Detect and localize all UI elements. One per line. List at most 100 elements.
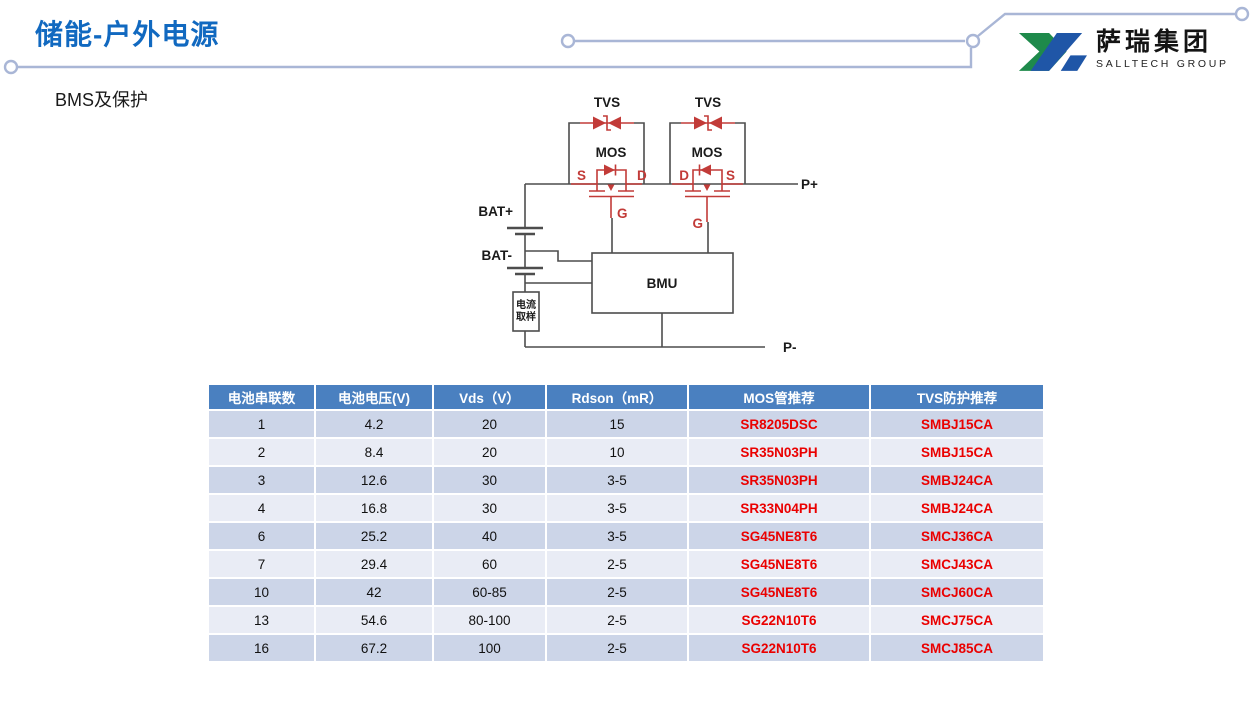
table-cell: SG45NE8T6 [689, 523, 869, 549]
table-cell: 30 [434, 467, 545, 493]
current-sample-label-line2: 取样 [516, 310, 536, 323]
table-row: 6 25.2 40 3-5 SG45NE8T6 SMCJ36CA [209, 523, 1043, 549]
table-row: 1 4.2 20 15 SR8205DSC SMBJ15CA [209, 411, 1043, 437]
table-row: 3 12.6 30 3-5 SR35N03PH SMBJ24CA [209, 467, 1043, 493]
table-body: 1 4.2 20 15 SR8205DSC SMBJ15CA 2 8.4 20 10 SR35N03… [209, 411, 1043, 661]
table-cell: 3-5 [547, 523, 687, 549]
table-cell: 29.4 [316, 551, 432, 577]
table-cell: SR33N04PH [689, 495, 869, 521]
table-cell: SMBJ24CA [871, 495, 1043, 521]
column-header: Rdson（mR） [547, 385, 687, 409]
p-plus-label: P+ [801, 177, 818, 192]
bms-circuit-diagram: TVS TVS MOS MOS S D D S G G BAT+ BAT- BM… [478, 95, 818, 355]
table-cell: 54.6 [316, 607, 432, 633]
table-cell: 60-85 [434, 579, 545, 605]
table-cell: 3-5 [547, 495, 687, 521]
source-label-2: S [726, 168, 735, 183]
table-cell: 2 [209, 439, 314, 465]
recommendation-table: 电池串联数 电池电压(V) Vds（V） Rdson（mR） MOS管推荐 TVS防护推荐… [207, 383, 1045, 663]
table-cell: 20 [434, 411, 545, 437]
table-cell: SMBJ15CA [871, 411, 1043, 437]
tvs-diode-symbol-1 [580, 115, 634, 131]
column-header: TVS防护推荐 [871, 385, 1043, 409]
company-name: 萨瑞集团 SALLTECH GROUP [1096, 29, 1229, 70]
tvs-diode-symbol-2 [681, 115, 735, 131]
section-subtitle: BMS及保护 [55, 90, 149, 110]
table-cell: 67.2 [316, 635, 432, 661]
table-cell: 3 [209, 467, 314, 493]
bmu-box [591, 252, 734, 314]
mosfet-symbol-2 [672, 164, 743, 222]
column-header: Vds（V） [434, 385, 545, 409]
table-cell: 15 [547, 411, 687, 437]
mos-label-1: MOS [596, 145, 627, 160]
table-cell: SG22N10T6 [689, 607, 869, 633]
table-cell: 6 [209, 523, 314, 549]
table-cell: 1 [209, 411, 314, 437]
bat-minus-label: BAT- [482, 248, 513, 263]
salltech-logo-icon [1018, 32, 1087, 71]
company-name-en: SALLTECH GROUP [1096, 57, 1229, 70]
table-row: 2 8.4 20 10 SR35N03PH SMBJ15CA [209, 439, 1043, 465]
table-cell: SMBJ24CA [871, 467, 1043, 493]
table-cell: 80-100 [434, 607, 545, 633]
table-cell: 16 [209, 635, 314, 661]
p-minus-label: P- [783, 340, 797, 355]
table-cell: SMCJ85CA [871, 635, 1043, 661]
column-header: MOS管推荐 [689, 385, 869, 409]
table-cell: 12.6 [316, 467, 432, 493]
table-cell: 8.4 [316, 439, 432, 465]
table-cell: 60 [434, 551, 545, 577]
table-cell: 16.8 [316, 495, 432, 521]
table-cell: 40 [434, 523, 545, 549]
gate-label-1: G [617, 206, 628, 221]
table-cell: SG45NE8T6 [689, 579, 869, 605]
table-cell: 20 [434, 439, 545, 465]
drain-label-1: D [637, 168, 647, 183]
table-cell: SG45NE8T6 [689, 551, 869, 577]
table-cell: 2-5 [547, 635, 687, 661]
table-cell: 7 [209, 551, 314, 577]
table-cell: 4 [209, 495, 314, 521]
mosfet-symbol-1 [571, 164, 642, 218]
gate-label-2: G [692, 216, 703, 231]
table-cell: SMBJ15CA [871, 439, 1043, 465]
drain-label-2: D [679, 168, 689, 183]
current-sample-label-line1: 电流 [516, 298, 536, 311]
tvs-label-1: TVS [594, 95, 620, 110]
table-row: 4 16.8 30 3-5 SR33N04PH SMBJ24CA [209, 495, 1043, 521]
column-header: 电池电压(V) [316, 385, 432, 409]
bmu-label: BMU [647, 276, 678, 291]
source-label-1: S [577, 168, 586, 183]
table-cell: 42 [316, 579, 432, 605]
tvs-label-2: TVS [695, 95, 721, 110]
table-cell: 4.2 [316, 411, 432, 437]
table-row: 13 54.6 80-100 2-5 SG22N10T6 SMCJ75CA [209, 607, 1043, 633]
page-title: 储能-户外电源 [35, 19, 220, 50]
mos-label-2: MOS [692, 145, 723, 160]
table-cell: 10 [209, 579, 314, 605]
table-cell: 30 [434, 495, 545, 521]
table-cell: 2-5 [547, 579, 687, 605]
table-cell: SMCJ75CA [871, 607, 1043, 633]
column-header: 电池串联数 [209, 385, 314, 409]
table-cell: 13 [209, 607, 314, 633]
table-cell: SG22N10T6 [689, 635, 869, 661]
table-row: 16 67.2 100 2-5 SG22N10T6 SMCJ85CA [209, 635, 1043, 661]
table-cell: SR35N03PH [689, 467, 869, 493]
current-sampling-box [512, 291, 540, 332]
table-cell: 3-5 [547, 467, 687, 493]
table-cell: SMCJ60CA [871, 579, 1043, 605]
table-cell: 2-5 [547, 607, 687, 633]
table-header-row: 电池串联数 电池电压(V) Vds（V） Rdson（mR） MOS管推荐 TVS防护推荐 [209, 385, 1043, 409]
table-cell: SR35N03PH [689, 439, 869, 465]
table-cell: 25.2 [316, 523, 432, 549]
company-logo: 萨瑞集团 SALLTECH GROUP [1017, 26, 1229, 73]
table-cell: 10 [547, 439, 687, 465]
table-row: 7 29.4 60 2-5 SG45NE8T6 SMCJ43CA [209, 551, 1043, 577]
table-cell: SR8205DSC [689, 411, 869, 437]
table-cell: 2-5 [547, 551, 687, 577]
table-row: 10 42 60-85 2-5 SG45NE8T6 SMCJ60CA [209, 579, 1043, 605]
company-name-cn: 萨瑞集团 [1096, 28, 1213, 57]
